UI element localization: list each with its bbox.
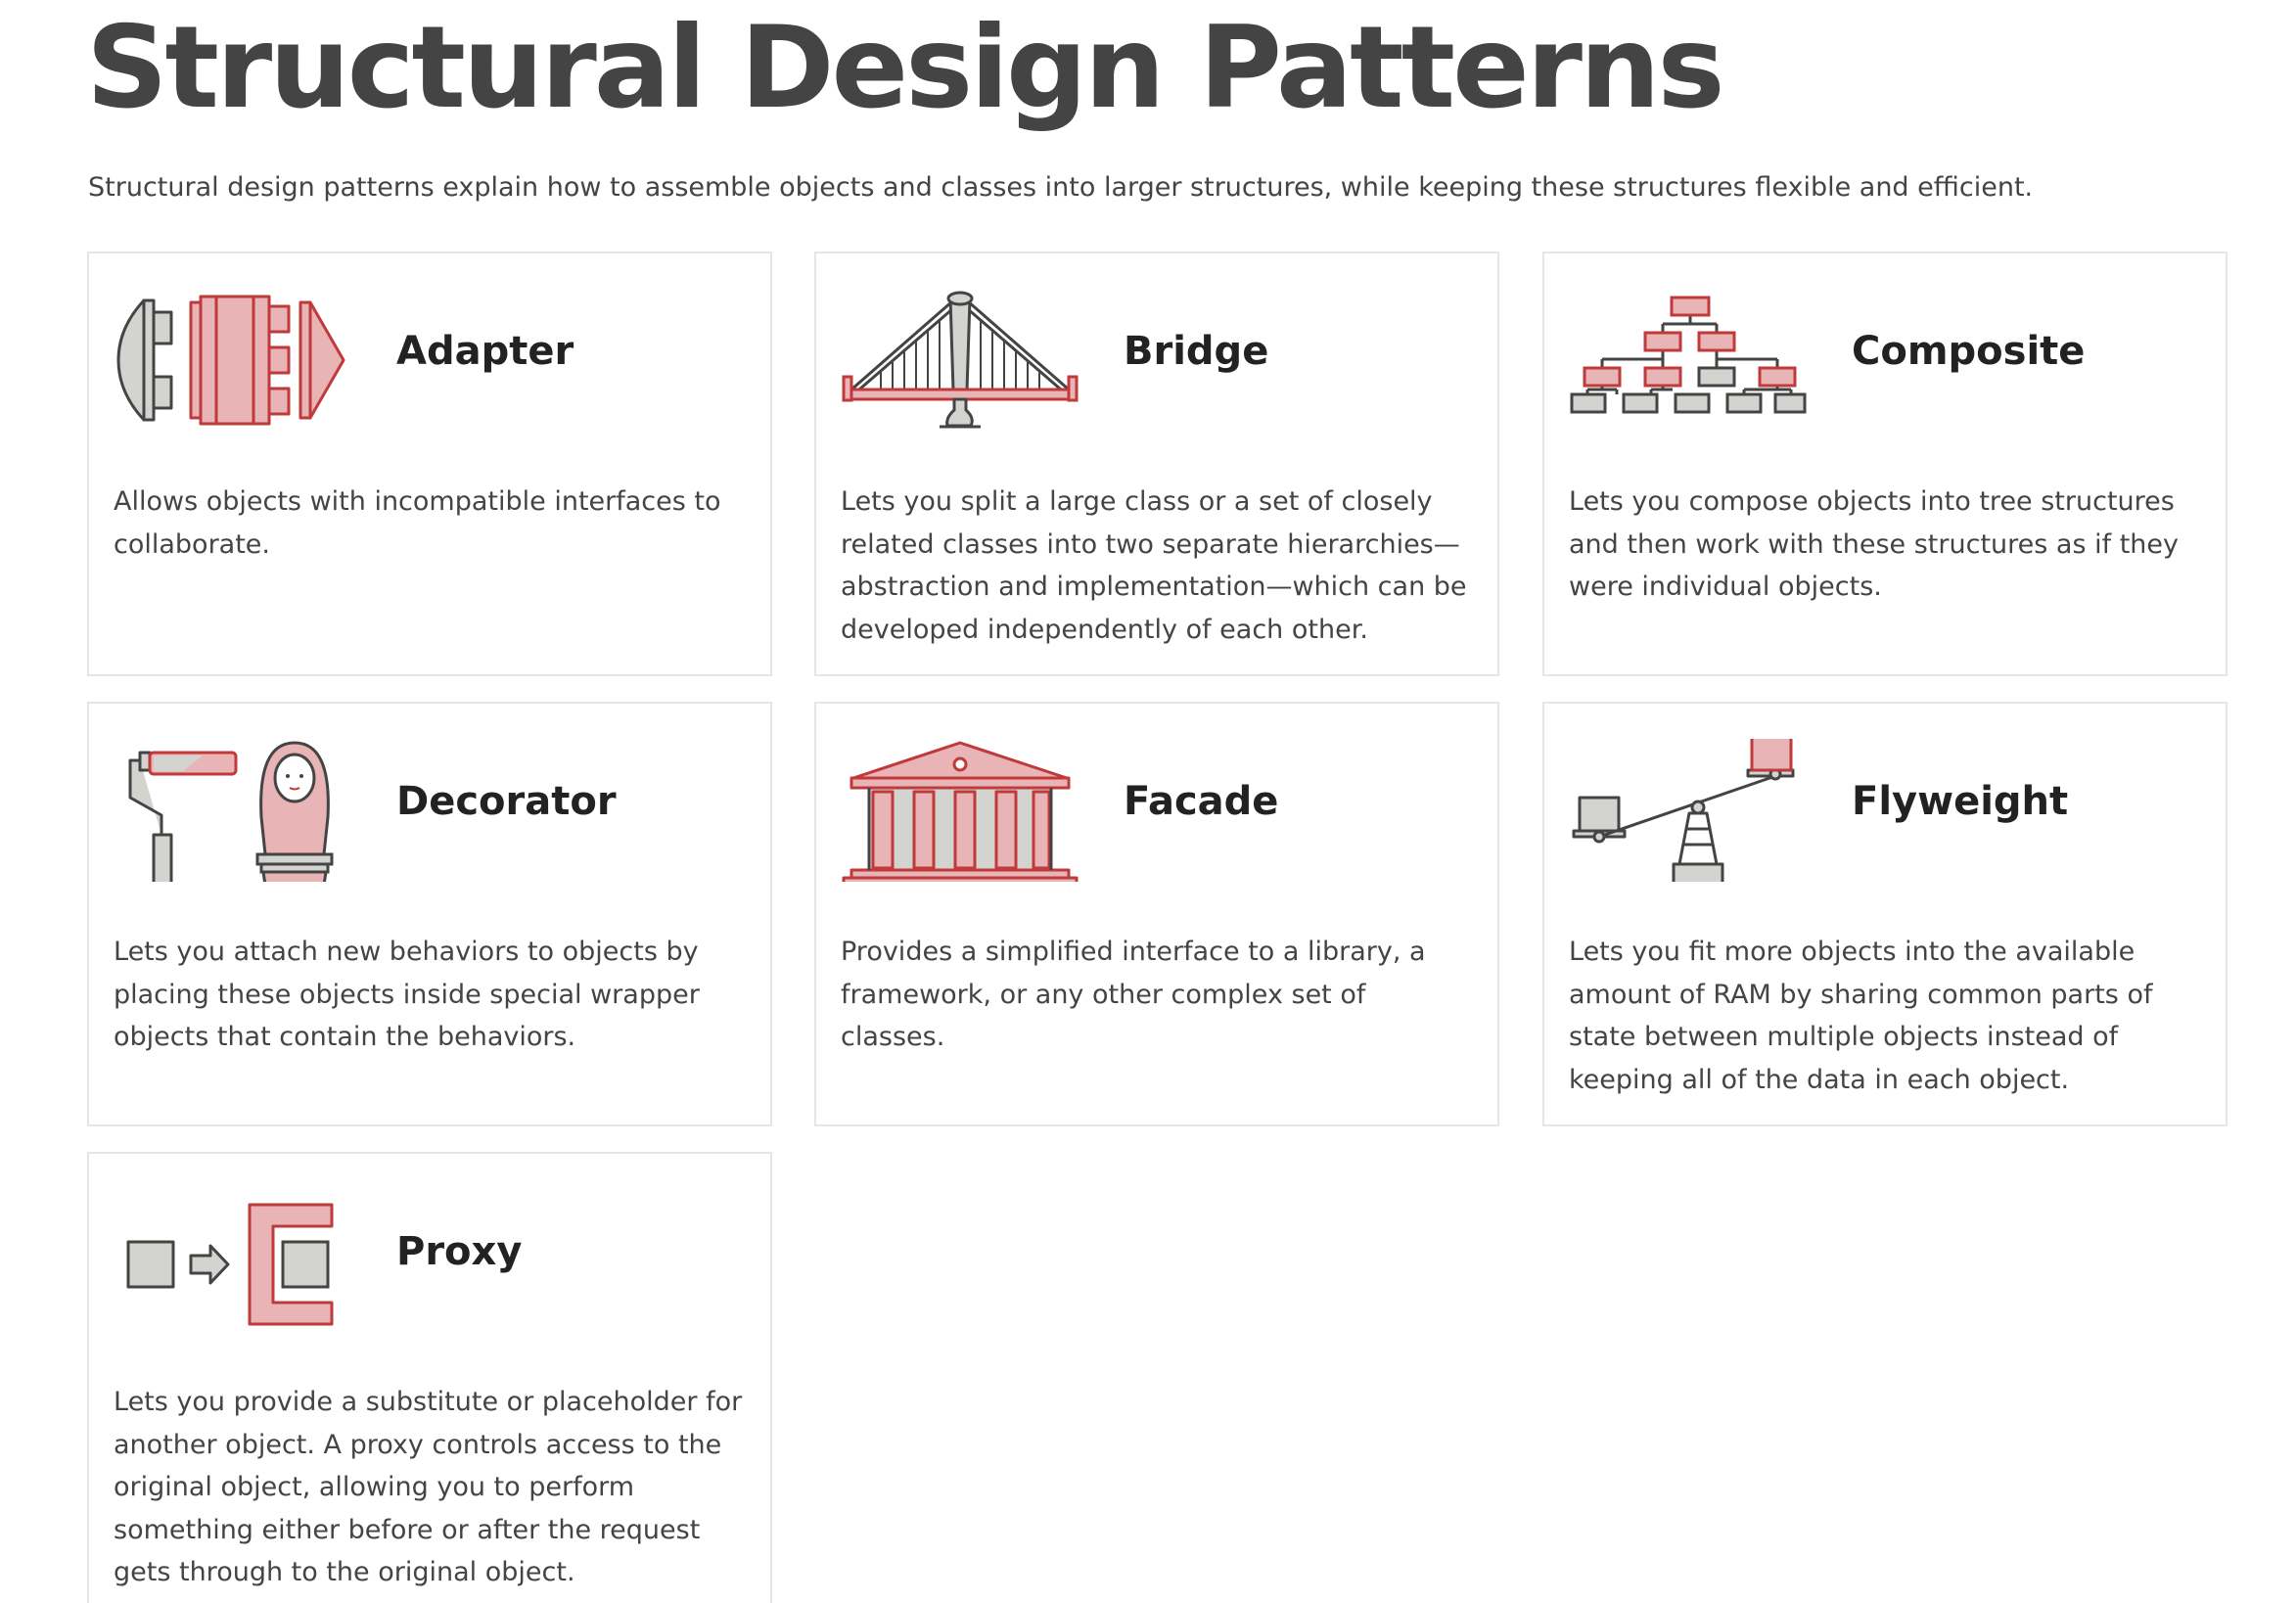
flyweight-icon bbox=[1570, 739, 1807, 882]
pattern-description: Provides a simplified interface to a lib… bbox=[841, 937, 1426, 1052]
page-title: Structural Design Patterns bbox=[86, 2, 1725, 134]
pattern-name: Facade bbox=[1124, 779, 1279, 824]
pattern-card-flyweight[interactable]: Flyweight Lets you fit more objects into… bbox=[1542, 702, 2227, 1126]
facade-icon bbox=[842, 739, 1079, 882]
pattern-card-decorator[interactable]: Decorator Lets you attach new behaviors … bbox=[87, 702, 772, 1126]
decorator-icon bbox=[115, 739, 351, 882]
pattern-description: Lets you split a large class or a set of… bbox=[841, 486, 1467, 645]
pattern-card-facade[interactable]: Facade Provides a simplified interface t… bbox=[814, 702, 1499, 1126]
pattern-name: Bridge bbox=[1124, 329, 1269, 374]
pattern-card-composite[interactable]: Composite Lets you compose objects into … bbox=[1542, 252, 2227, 676]
pattern-description: Lets you compose objects into tree struc… bbox=[1569, 486, 2179, 602]
pattern-description: Lets you attach new behaviors to objects… bbox=[114, 937, 700, 1052]
pattern-card-bridge[interactable]: Bridge Lets you split a large class or a… bbox=[814, 252, 1499, 676]
pattern-name: Flyweight bbox=[1852, 779, 2069, 824]
adapter-icon bbox=[115, 289, 351, 432]
pattern-name: Composite bbox=[1852, 329, 2086, 374]
composite-icon bbox=[1570, 289, 1807, 432]
pattern-card-adapter[interactable]: Adapter Allows objects with incompatible… bbox=[87, 252, 772, 676]
pattern-description: Lets you provide a substitute or placeho… bbox=[114, 1387, 743, 1587]
pattern-description: Lets you fit more objects into the avail… bbox=[1569, 937, 2153, 1095]
pattern-card-proxy[interactable]: Proxy Lets you provide a substitute or p… bbox=[87, 1152, 772, 1603]
pattern-name: Proxy bbox=[396, 1229, 523, 1274]
page-intro: Structural design patterns explain how t… bbox=[88, 172, 2034, 203]
bridge-icon bbox=[842, 289, 1079, 432]
pattern-name: Decorator bbox=[396, 779, 617, 824]
proxy-icon bbox=[115, 1189, 351, 1332]
pattern-description: Allows objects with incompatible interfa… bbox=[114, 486, 721, 560]
pattern-name: Adapter bbox=[396, 329, 574, 374]
